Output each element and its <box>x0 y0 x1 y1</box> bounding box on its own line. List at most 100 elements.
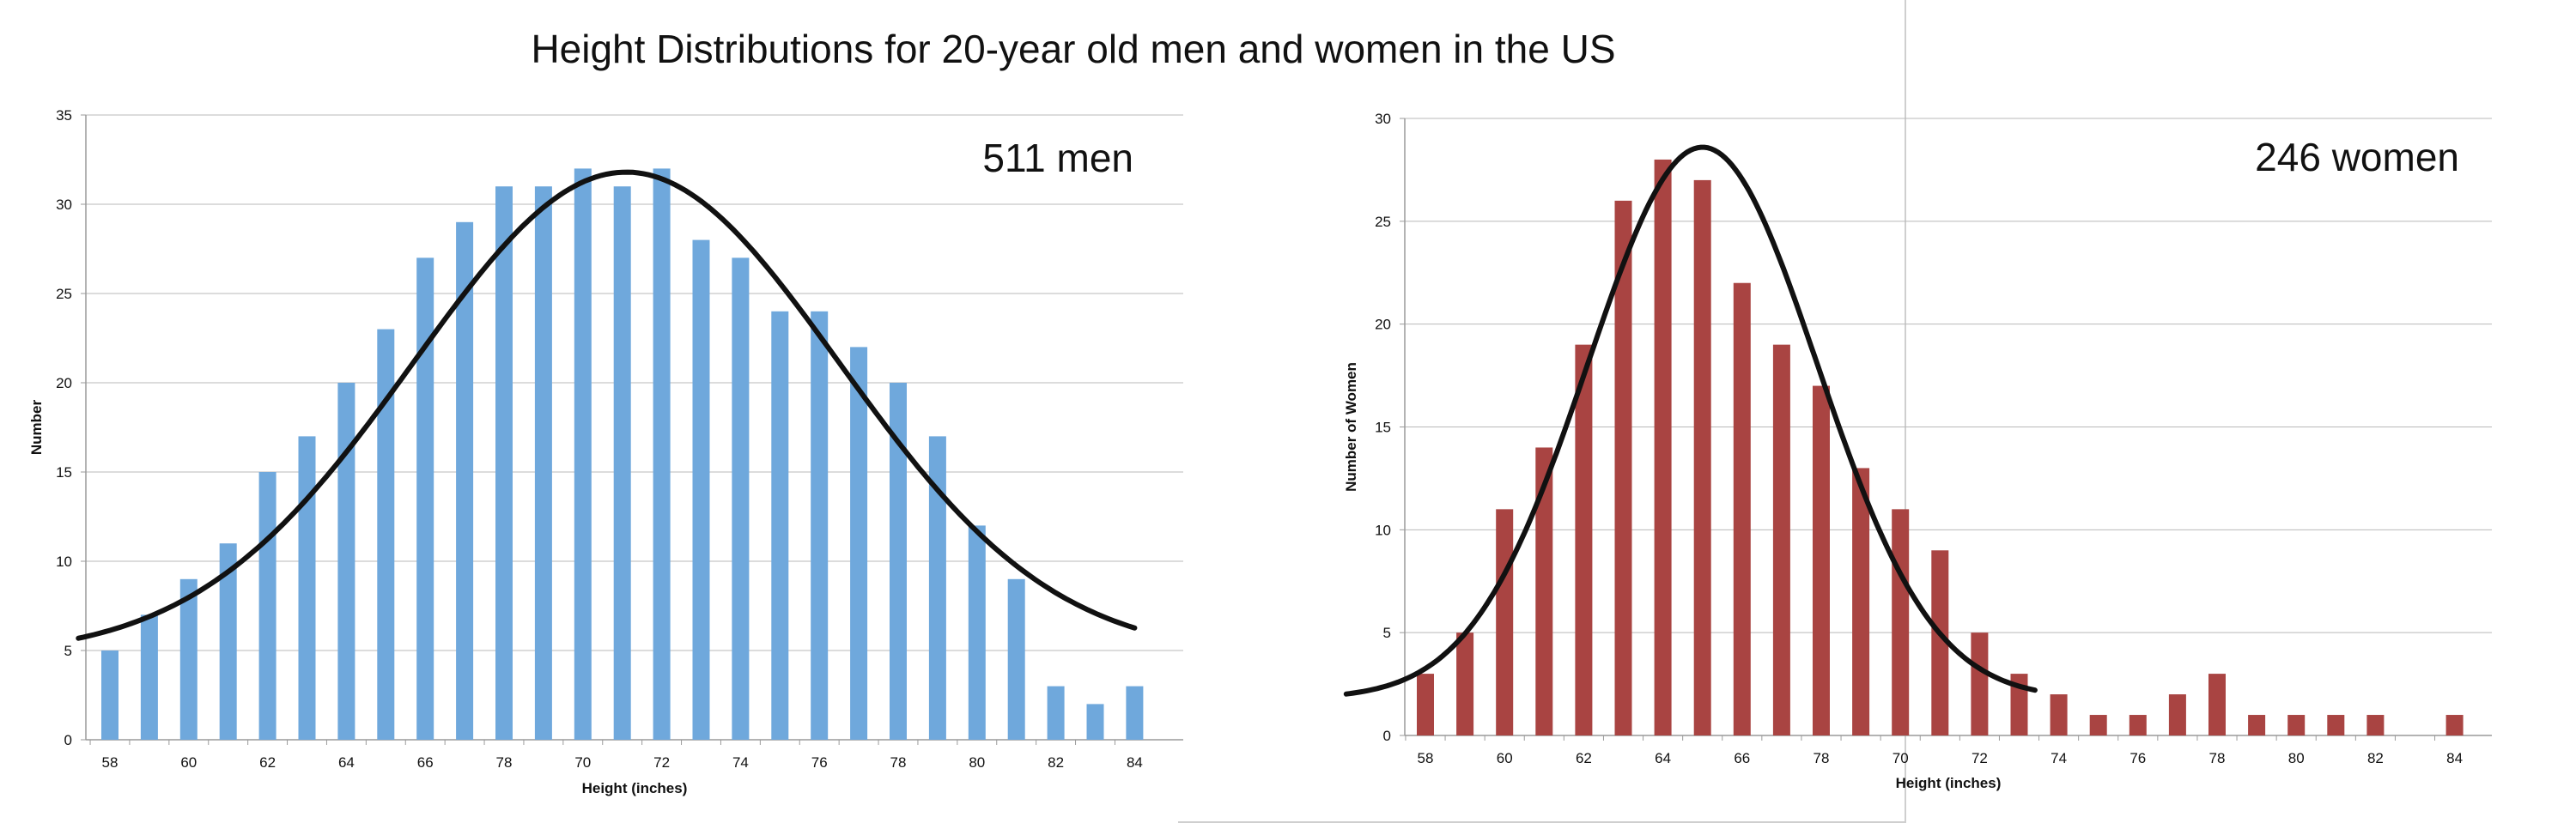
bar-men-25 <box>1086 704 1104 740</box>
bar-women-24 <box>2366 715 2385 735</box>
bar-women-19 <box>2168 694 2186 735</box>
sample-size-label: 511 men <box>982 136 1133 180</box>
x-tick-label: 64 <box>1655 750 1671 766</box>
bar-men-4 <box>258 472 276 740</box>
page-title: Height Distributions for 20-year old men… <box>531 27 1616 71</box>
x-tick-label: 80 <box>2288 750 2305 766</box>
bar-women-6 <box>1654 159 1672 735</box>
bar-women-2 <box>1496 509 1514 735</box>
bar-women-11 <box>1852 468 1870 735</box>
y-tick-label: 30 <box>56 197 72 213</box>
bar-men-26 <box>1126 686 1144 740</box>
y-tick-label: 0 <box>1383 728 1391 744</box>
right-divider-line <box>1905 0 1906 823</box>
bar-women-26 <box>2445 715 2464 735</box>
bar-men-10 <box>495 186 513 740</box>
x-tick-label: 76 <box>2129 750 2146 766</box>
x-tick-label: 78 <box>890 754 907 771</box>
bar-women-0 <box>1417 674 1434 735</box>
x-tick-label: 66 <box>1734 750 1750 766</box>
bar-women-18 <box>2129 715 2147 735</box>
y-tick-label: 15 <box>1375 420 1391 436</box>
bar-women-16 <box>2050 694 2068 735</box>
bar-men-19 <box>850 347 868 740</box>
bar-women-7 <box>1693 179 1711 735</box>
bar-men-11 <box>534 186 552 740</box>
bar-men-22 <box>968 525 986 740</box>
bar-women-3 <box>1535 447 1553 735</box>
bar-men-14 <box>653 168 671 740</box>
x-tick-label: 58 <box>102 754 118 771</box>
x-axis-title: Height (inches) <box>1896 775 2002 791</box>
bar-women-13 <box>1931 550 1949 735</box>
bar-women-22 <box>2287 715 2306 735</box>
bar-men-17 <box>771 311 789 740</box>
x-tick-label: 74 <box>2050 750 2067 766</box>
x-tick-label: 62 <box>1576 750 1592 766</box>
y-tick-label: 35 <box>56 107 72 124</box>
bar-men-23 <box>1007 578 1025 740</box>
x-tick-label: 78 <box>496 754 513 771</box>
bottom-divider-line <box>1178 821 1906 823</box>
bar-men-15 <box>692 239 710 741</box>
bar-men-9 <box>456 221 474 740</box>
x-tick-label: 72 <box>1971 750 1988 766</box>
y-tick-label: 20 <box>56 375 72 391</box>
x-tick-label: 62 <box>259 754 276 771</box>
x-tick-label: 58 <box>1418 750 1434 766</box>
y-tick-label: 0 <box>64 732 72 748</box>
bar-men-20 <box>890 383 907 740</box>
bar-men-6 <box>337 383 355 740</box>
bar-women-12 <box>1892 509 1910 735</box>
bar-women-23 <box>2327 715 2345 735</box>
x-tick-label: 78 <box>1814 750 1830 766</box>
bar-men-5 <box>298 436 316 740</box>
y-tick-label: 25 <box>1375 214 1391 230</box>
x-tick-label: 64 <box>338 754 355 771</box>
x-axis-title: Height (inches) <box>582 780 688 796</box>
x-tick-label: 60 <box>180 754 197 771</box>
y-axis-title: Number <box>28 400 45 456</box>
y-tick-label: 5 <box>1383 625 1391 641</box>
bar-women-14 <box>1971 632 1989 735</box>
bar-men-21 <box>928 436 946 740</box>
bar-women-9 <box>1772 344 1790 735</box>
x-tick-label: 80 <box>969 754 985 771</box>
x-tick-label: 76 <box>811 754 828 771</box>
bar-men-18 <box>811 311 829 740</box>
bar-men-16 <box>732 257 750 740</box>
y-tick-label: 5 <box>64 643 72 659</box>
bar-men-0 <box>101 651 118 740</box>
bar-men-7 <box>377 329 395 740</box>
y-axis-title: Number of Women <box>1343 362 1359 492</box>
bar-men-24 <box>1047 686 1065 740</box>
y-tick-label: 25 <box>56 286 72 302</box>
y-tick-label: 20 <box>1375 317 1391 333</box>
bar-men-1 <box>140 614 158 740</box>
bar-men-12 <box>574 168 592 740</box>
x-tick-label: 82 <box>2367 750 2384 766</box>
y-tick-label: 10 <box>56 554 72 570</box>
bar-women-4 <box>1575 344 1593 735</box>
x-tick-label: 70 <box>574 754 591 771</box>
bar-men-3 <box>219 543 237 740</box>
bar-men-8 <box>416 257 434 740</box>
normal-fit-curve-women <box>1343 144 2038 697</box>
bar-women-10 <box>1813 385 1830 735</box>
x-tick-label: 82 <box>1048 754 1064 771</box>
x-tick-label: 84 <box>2446 750 2463 766</box>
bar-men-13 <box>613 186 631 740</box>
x-tick-label: 74 <box>732 754 749 771</box>
x-tick-label: 60 <box>1497 750 1513 766</box>
bar-women-21 <box>2248 715 2266 735</box>
bar-women-17 <box>2089 715 2107 735</box>
y-tick-label: 15 <box>56 464 72 481</box>
bar-women-20 <box>2208 674 2226 735</box>
bar-men-2 <box>179 578 197 740</box>
bar-women-8 <box>1733 282 1751 735</box>
x-tick-label: 84 <box>1127 754 1143 771</box>
men-height-chart: 0 5 10 15 20 25 30 35 58 60 62 64 66 78 70 72 74 76 78 80 82… <box>28 107 1183 796</box>
x-tick-label: 78 <box>2209 750 2226 766</box>
y-tick-label: 10 <box>1375 522 1391 538</box>
women-height-chart: 0 5 10 15 20 25 30 58 60 62 64 66 78 70 72 74 76 78 80 82 84… <box>1343 111 2492 791</box>
